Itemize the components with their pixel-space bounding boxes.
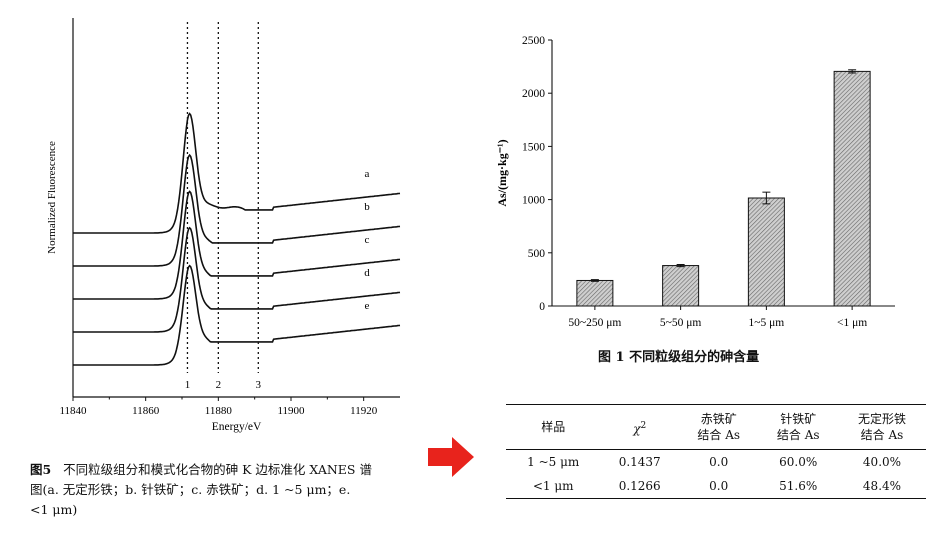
- spectrum-line: [73, 112, 401, 234]
- xanes-chart: 11840 11860 11880 11900 11920 Energy/eV Normal…: [46, 18, 401, 433]
- spectrum-line: [73, 226, 401, 333]
- x-axis-label: Energy/eV: [212, 421, 262, 433]
- figure5-caption-line2: 图(a. 无定形铁；b. 针铁矿；c. 赤铁矿；d. 1 ~5 μm；e.: [30, 482, 351, 497]
- spectrum-line: [73, 190, 401, 300]
- table-cell: 0.0: [709, 455, 729, 469]
- series-label: a: [365, 168, 370, 180]
- table-cell: 1 ~5 μm: [527, 455, 580, 469]
- x-tick-label: <1 μm: [837, 317, 867, 329]
- arrow-right-icon: [428, 437, 474, 477]
- figure5-caption: 图5 不同粒级组分和模式化合物的砷 K 边标准化 XANES 谱 图(a. 无定…: [30, 460, 450, 520]
- bar: [662, 265, 700, 307]
- bar: [833, 70, 871, 307]
- series-label: d: [364, 267, 370, 279]
- x-tick-label: 11880: [205, 405, 233, 417]
- header-goethite: 针铁矿 结合 As: [776, 412, 820, 442]
- y-tick-label: 0: [539, 301, 545, 313]
- series-label: b: [364, 201, 370, 213]
- bar: [576, 279, 614, 307]
- x-tick-label: 50~250 μm: [568, 317, 621, 329]
- x-tick-label: 11840: [59, 405, 87, 417]
- fitting-table: 样品 χ2 赤铁矿 结合 As 针铁矿 结合 As 无定形铁 结合 As 1 ~…: [506, 404, 926, 499]
- reference-line-label: 2: [216, 379, 222, 391]
- header-hematite: 赤铁矿 结合 As: [697, 412, 741, 442]
- spectrum-line: [73, 153, 401, 267]
- figure1-caption: 图 1 不同粒级组分的砷含量: [598, 350, 760, 365]
- x-tick-label: 1~5 μm: [749, 317, 785, 329]
- y-axis-label: As/(mg·kg⁻¹): [495, 139, 509, 206]
- series-label: e: [365, 300, 370, 312]
- arsenic-bar-chart: 0 500 1000 1500 2000 2500 As/(mg·kg⁻¹) 50~250 μ…: [495, 35, 895, 329]
- table-cell: 51.6%: [779, 479, 818, 493]
- y-tick-label: 2500: [522, 35, 545, 47]
- x-tick-label: 11860: [132, 405, 160, 417]
- reference-line-label: 1: [185, 379, 191, 391]
- table-cell: 0.1266: [618, 479, 661, 493]
- table-header-row: 样品 χ2 赤铁矿 结合 As 针铁矿 结合 As 无定形铁 结合 As: [506, 404, 926, 450]
- table-row: 1 ~5 μm 0.1437 0.0 60.0% 40.0%: [506, 450, 926, 475]
- header-chi-square: χ2: [633, 420, 647, 436]
- figure5-label: 图5: [30, 462, 52, 477]
- figure5-caption-line3: <1 μm): [30, 502, 78, 517]
- figure5-caption-line1: 不同粒级组分和模式化合物的砷 K 边标准化 XANES 谱: [63, 462, 372, 477]
- table-cell: 40.0%: [862, 455, 902, 469]
- y-tick-label: 1500: [522, 141, 545, 153]
- x-tick-label: 11920: [350, 405, 378, 417]
- table-cell: 60.0%: [779, 455, 818, 469]
- table-cell: 48.4%: [862, 479, 902, 493]
- table-cell: <1 μm: [532, 479, 574, 493]
- y-tick-label: 2000: [522, 88, 545, 100]
- header-sample: 样品: [541, 420, 566, 434]
- table-row: <1 μm 0.1266 0.0 51.6% 48.4%: [506, 474, 926, 499]
- table-cell: 0.1437: [618, 455, 661, 469]
- reference-line-label: 3: [256, 379, 262, 391]
- bar: [747, 197, 785, 307]
- table-cell: 0.0: [709, 479, 729, 493]
- x-tick-label: 11900: [277, 405, 305, 417]
- header-amorphous-fe: 无定形铁 结合 As: [857, 412, 906, 442]
- y-tick-label: 500: [528, 248, 546, 260]
- y-axis-label: Normalized Fluorescence: [46, 141, 58, 254]
- x-tick-label: 5~50 μm: [660, 317, 702, 329]
- y-tick-label: 1000: [522, 195, 545, 207]
- spectrum-line: [73, 264, 401, 366]
- series-label: c: [365, 234, 370, 246]
